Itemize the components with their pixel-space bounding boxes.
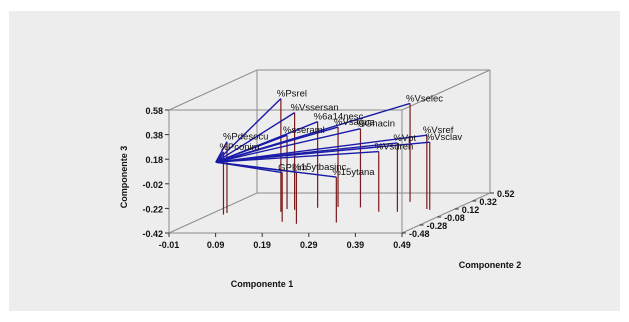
loading-vector [215, 151, 225, 163]
plot-frame: %Psrel %Vssersan %6a14nesc %Vsagua %Ghacin %V… [9, 11, 620, 311]
x-tick-label: 0.09 [207, 240, 225, 250]
vector-label: %15ytana [332, 167, 375, 178]
vector-label: GPLim [278, 163, 307, 174]
loading-vector [215, 150, 379, 163]
vector-label: %6a14nesc [314, 112, 364, 123]
vector-label: %Vsref [423, 125, 454, 136]
box-edge-5 [168, 69, 258, 111]
vector-label: %Pconim [219, 142, 259, 153]
box-edge-2 [401, 192, 491, 234]
x-tick-label: 0.49 [393, 240, 411, 250]
vector-label: %Ghacin [356, 119, 395, 130]
z-tick-label: 0.58 [145, 106, 163, 116]
loading-vector [215, 141, 430, 163]
vector-label: %Vsagua [334, 117, 375, 128]
vector-label: %Vpt [393, 133, 416, 144]
y-tick-label: 0.52 [497, 189, 515, 199]
vector-labels: %Psrel %Vssersan%6a14nesc%Vsagua%Ghacin %V… [219, 89, 462, 178]
x-axis-title: Componente 1 [231, 279, 294, 289]
y-tick-label: 0.12 [462, 205, 480, 215]
x-tick-label: 0.39 [347, 240, 365, 250]
loading-vector [215, 161, 283, 174]
z-tick-label: -0.02 [142, 180, 163, 190]
x-tick-label: -0.01 [159, 240, 180, 250]
box-edge-1 [168, 192, 258, 234]
box-edge-6 [401, 69, 491, 111]
axis-ticks: -0.01 0.09 0.19 0.29 0.39 0.49-0.48-0.28-0.08… [142, 106, 514, 250]
z-axis-title: Componente 3 [119, 146, 129, 209]
loading-vector [215, 134, 288, 163]
y-tick-label: -0.08 [444, 213, 465, 223]
x-tick-label: 0.29 [300, 240, 318, 250]
z-tick-label: 0.38 [145, 131, 163, 141]
z-tick-label: -0.22 [142, 204, 163, 214]
vector-label: %Vssersan [291, 103, 339, 114]
loading-vector [215, 102, 411, 163]
y-tick-label: 0.32 [479, 197, 497, 207]
y-axis-title: Componente 2 [459, 260, 522, 270]
loading-vector [215, 127, 361, 163]
vector-label: %Vsdren [375, 142, 414, 153]
vector-label: %Vsclav [426, 132, 463, 143]
z-tick-label: -0.42 [142, 229, 163, 239]
vector-label: %Psrel [277, 89, 307, 100]
vector-label: %sseraml [283, 125, 325, 136]
loading-vector [215, 98, 282, 163]
vector-label: %15ytbasinc [292, 162, 346, 173]
loading-vectors [215, 98, 430, 178]
loading-vector [215, 112, 295, 163]
z-tick-label: 0.18 [145, 155, 163, 165]
y-tick-label: -0.28 [427, 221, 448, 231]
y-tick-label: -0.48 [409, 229, 430, 239]
vector-label: %Pdesocu [223, 132, 268, 143]
vector-label: %Vselec [406, 93, 443, 104]
biplot-3d-chart: %Psrel %Vssersan%6a14nesc%Vsagua%Ghacin %V… [119, 69, 522, 289]
loading-vector [215, 134, 427, 163]
x-tick-label: 0.19 [253, 240, 271, 250]
